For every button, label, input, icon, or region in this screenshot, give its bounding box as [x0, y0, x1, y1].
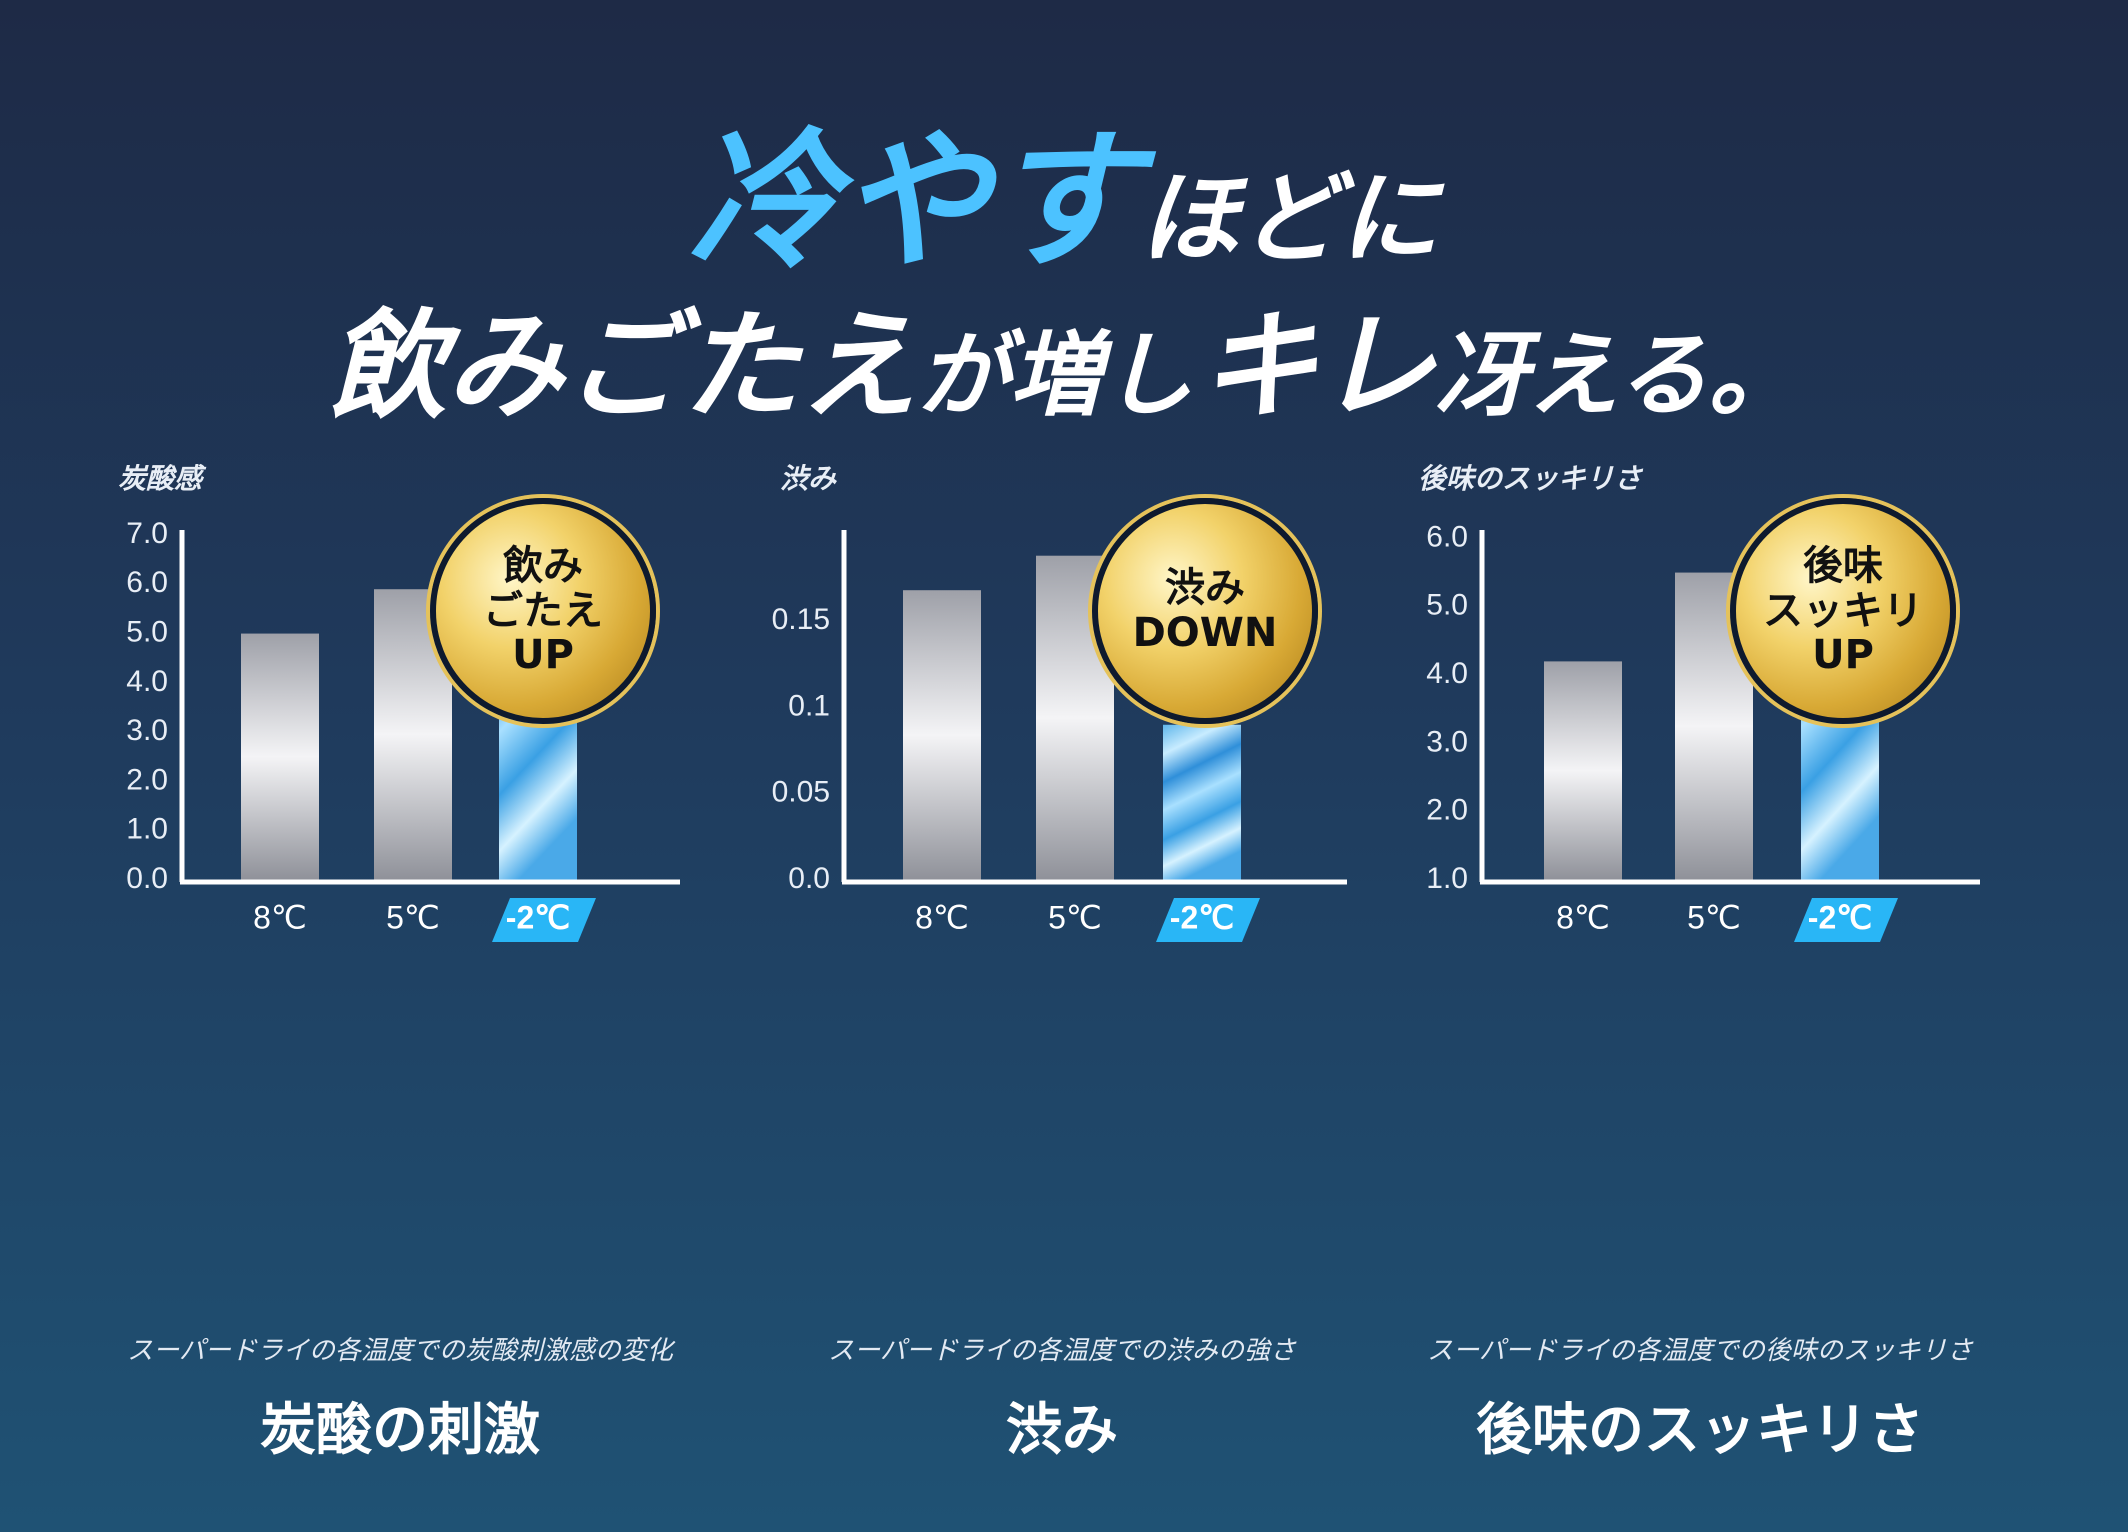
bar-chart-astringency: 渋み 0.0 0.05 0.1 0.15 8℃ 5℃ -2℃ — [772, 462, 1347, 942]
y-tick-label: 6.0 — [126, 566, 168, 599]
badge-gulp-up: 飲み ごたえ UP — [430, 498, 656, 724]
bar — [903, 590, 981, 880]
chart-subtitle: スーパードライの各温度での炭酸刺激感の変化 — [127, 1336, 673, 1366]
badge-line: UP — [512, 632, 574, 679]
y-tick-label: 1.0 — [126, 813, 168, 846]
badge-line: 飲み — [503, 542, 583, 589]
category-tag-highlight — [492, 898, 596, 942]
y-axis-label: 後味のスッキリさ — [1418, 462, 1644, 495]
chart-panel-aftertaste: 後味のスッキリさ 1.0 2.0 3.0 4.0 5.0 6.0 8℃ 5℃ -2℃ 後味 スッキ… — [1380, 462, 2020, 1480]
headline-line-2: 飲みごたえが増し キレ冴える。 — [0, 270, 2128, 441]
headline-part-d: 冴える。 — [1435, 322, 1801, 429]
badge-astringency-down: 渋み DOWN — [1092, 498, 1318, 724]
category-label: 5℃ — [1048, 899, 1102, 935]
y-tick-label: 0.15 — [772, 603, 830, 636]
bar — [241, 633, 319, 880]
badge-line: 後味 — [1803, 542, 1883, 589]
category-label: 8℃ — [915, 899, 969, 935]
y-tick-label: 3.0 — [1426, 725, 1468, 758]
y-tick-label: 5.0 — [126, 615, 168, 648]
category-label: 5℃ — [386, 899, 440, 935]
y-axis-label: 炭酸感 — [118, 462, 207, 495]
y-axis-label: 渋み — [780, 462, 837, 495]
chart-title: 後味のスッキリさ — [1476, 1398, 1924, 1463]
y-tick-label: 6.0 — [1426, 520, 1468, 553]
y-tick-label: 4.0 — [126, 665, 168, 698]
y-tick-label: 0.05 — [772, 776, 830, 809]
y-tick-label: 0.1 — [788, 689, 830, 722]
badge-line: 渋み — [1165, 565, 1245, 612]
y-tick-label: 0.0 — [788, 862, 830, 895]
bar-chart-aftertaste: 後味のスッキリさ 1.0 2.0 3.0 4.0 5.0 6.0 8℃ 5℃ -2℃ — [1418, 462, 1980, 942]
badge-line: ごたえ — [483, 587, 603, 634]
y-tick-label: 3.0 — [126, 714, 168, 747]
badge-line: UP — [1812, 632, 1874, 679]
category-label-highlight: -2℃ — [1170, 899, 1234, 935]
headline-part-b: が増し — [917, 322, 1194, 429]
category-label: 5℃ — [1687, 899, 1741, 935]
chart-panel-carbonation: 炭酸感 0.0 1.0 2.0 3.0 4.0 5.0 6.0 7.0 8℃ 5℃ -2℃ 飲み ごた… — [80, 462, 720, 1480]
y-tick-label: 2.0 — [126, 763, 168, 796]
chart-title: 渋み — [1006, 1398, 1118, 1463]
y-tick-label: 5.0 — [1426, 589, 1468, 622]
headline-part-a: 飲みごたえ — [327, 297, 918, 435]
category-label: 8℃ — [1556, 899, 1610, 935]
headline-blue-text: 冷やす — [688, 115, 1139, 289]
badge-line: DOWN — [1132, 610, 1278, 656]
y-tick-label: 2.0 — [1426, 794, 1468, 827]
category-label-highlight: -2℃ — [506, 899, 570, 935]
badge-line: スッキリ — [1763, 587, 1923, 634]
bar — [1544, 661, 1622, 880]
y-tick-label: 7.0 — [126, 517, 168, 550]
chart-panel-astringency: 渋み 0.0 0.05 0.1 0.15 8℃ 5℃ -2℃ 渋み DOWN スーパードライの… — [742, 462, 1382, 1480]
badge-aftertaste-up: 後味 スッキリ UP — [1730, 498, 1956, 724]
y-tick-label: 0.0 — [126, 862, 168, 895]
category-label: 8℃ — [253, 899, 307, 935]
category-tag-highlight — [1156, 898, 1260, 942]
chart-title: 炭酸の刺激 — [260, 1398, 540, 1463]
y-tick-label: 4.0 — [1426, 657, 1468, 690]
category-tag-highlight — [1794, 898, 1898, 942]
headline-white-text: ほどに — [1139, 160, 1439, 277]
headline-part-c: キレ — [1199, 297, 1436, 435]
y-tick-label: 1.0 — [1426, 862, 1468, 895]
chart-subtitle: スーパードライの各温度での後味のスッキリさ — [1427, 1336, 1973, 1366]
chart-subtitle: スーパードライの各温度での渋みの強さ — [828, 1336, 1296, 1366]
headline-line-1: 冷やすほどに — [0, 80, 2128, 297]
category-label-highlight: -2℃ — [1808, 899, 1872, 935]
bar-highlight — [1163, 724, 1241, 880]
